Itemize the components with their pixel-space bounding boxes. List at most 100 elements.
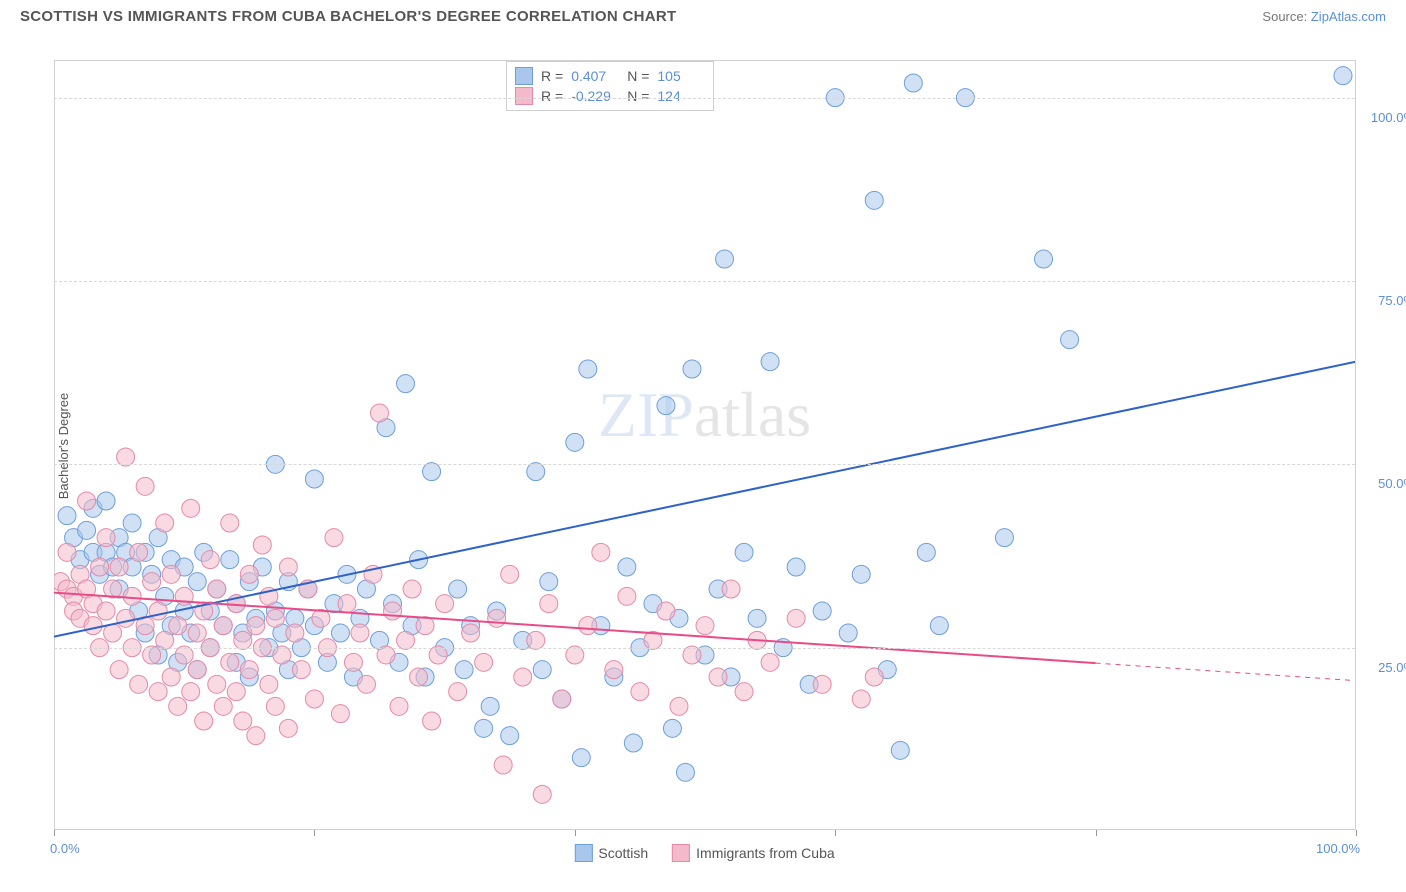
x-tick-label: 100.0% (1316, 841, 1360, 856)
data-point (188, 624, 206, 642)
y-tick-label: 25.0% (1360, 660, 1406, 675)
data-point (670, 697, 688, 715)
data-point (143, 646, 161, 664)
data-point (273, 646, 291, 664)
data-point (266, 609, 284, 627)
data-point (865, 668, 883, 686)
data-point (266, 697, 284, 715)
data-point (592, 543, 610, 561)
y-tick-label: 75.0% (1360, 293, 1406, 308)
r-value: -0.229 (571, 88, 619, 104)
data-point (852, 690, 870, 708)
data-point (462, 624, 480, 642)
data-point (234, 712, 252, 730)
x-tick-mark (1356, 830, 1357, 836)
data-point (579, 360, 597, 378)
legend-label: Scottish (598, 845, 648, 861)
data-point (501, 565, 519, 583)
data-point (566, 433, 584, 451)
data-point (449, 683, 467, 701)
data-point (130, 675, 148, 693)
data-point (175, 646, 193, 664)
data-point (475, 719, 493, 737)
data-point (501, 727, 519, 745)
data-point (123, 587, 141, 605)
data-point (169, 697, 187, 715)
data-point (423, 463, 441, 481)
data-point (494, 756, 512, 774)
data-point (865, 191, 883, 209)
data-point (260, 675, 278, 693)
n-label: N = (627, 88, 649, 104)
data-point (91, 558, 109, 576)
data-point (663, 719, 681, 737)
data-point (143, 573, 161, 591)
data-point (169, 617, 187, 635)
x-tick-mark (575, 830, 576, 836)
data-point (403, 580, 421, 598)
data-point (540, 595, 558, 613)
data-point (397, 375, 415, 393)
data-point (657, 602, 675, 620)
data-point (488, 609, 506, 627)
data-point (279, 558, 297, 576)
data-point (78, 492, 96, 510)
data-point (787, 558, 805, 576)
x-tick-mark (1096, 830, 1097, 836)
r-value: 0.407 (571, 68, 619, 84)
data-point (162, 668, 180, 686)
data-point (735, 543, 753, 561)
source-link[interactable]: ZipAtlas.com (1311, 9, 1386, 24)
data-point (97, 492, 115, 510)
data-point (371, 404, 389, 422)
data-point (221, 653, 239, 671)
data-point (84, 617, 102, 635)
data-point (182, 499, 200, 517)
gridline (54, 648, 1355, 649)
data-point (208, 580, 226, 598)
data-point (305, 470, 323, 488)
data-point (156, 631, 174, 649)
data-point (162, 565, 180, 583)
series-legend: Scottish Immigrants from Cuba (574, 844, 834, 862)
data-point (605, 661, 623, 679)
data-point (188, 573, 206, 591)
trend-line-extrapolated (1096, 663, 1355, 681)
data-point (416, 617, 434, 635)
source: Source: ZipAtlas.com (1262, 9, 1386, 24)
data-point (657, 397, 675, 415)
data-point (449, 580, 467, 598)
data-point (110, 661, 128, 679)
header: SCOTTISH VS IMMIGRANTS FROM CUBA BACHELO… (0, 0, 1406, 29)
data-point (1035, 250, 1053, 268)
data-point (97, 602, 115, 620)
gridline (54, 464, 1355, 465)
data-point (397, 631, 415, 649)
chart-area: Bachelor's Degree ZIPatlas R = 0.407 N =… (54, 60, 1356, 830)
chart-title: SCOTTISH VS IMMIGRANTS FROM CUBA BACHELO… (20, 8, 676, 25)
data-point (540, 573, 558, 591)
data-point (787, 609, 805, 627)
gridline (54, 281, 1355, 282)
data-point (436, 595, 454, 613)
data-point (572, 749, 590, 767)
data-point (136, 477, 154, 495)
data-point (130, 543, 148, 561)
data-point (247, 727, 265, 745)
data-point (305, 690, 323, 708)
data-point (331, 705, 349, 723)
data-point (182, 683, 200, 701)
data-point (240, 565, 258, 583)
data-point (423, 712, 441, 730)
r-label: R = (541, 68, 563, 84)
legend-label: Immigrants from Cuba (696, 845, 834, 861)
source-label: Source: (1262, 9, 1307, 24)
data-point (149, 683, 167, 701)
data-point (930, 617, 948, 635)
data-point (221, 551, 239, 569)
data-point (117, 448, 135, 466)
data-point (97, 529, 115, 547)
data-point (722, 580, 740, 598)
data-point (221, 514, 239, 532)
legend-row: R = 0.407 N = 105 (515, 66, 705, 86)
